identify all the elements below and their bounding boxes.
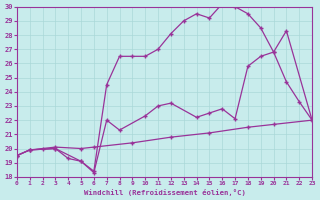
X-axis label: Windchill (Refroidissement éolien,°C): Windchill (Refroidissement éolien,°C)	[84, 189, 245, 196]
